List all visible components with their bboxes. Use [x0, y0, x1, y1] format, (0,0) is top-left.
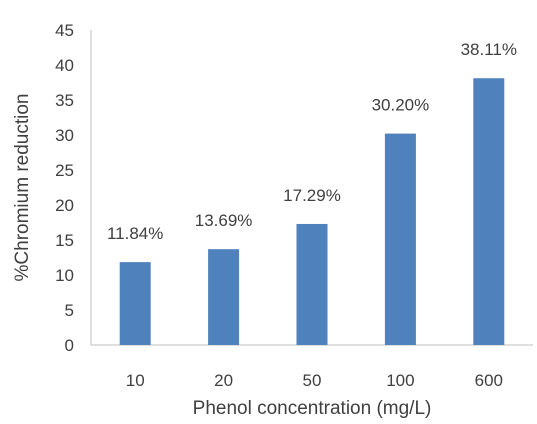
x-tick-label: 20 — [214, 371, 233, 390]
y-tick-label: 0 — [65, 336, 74, 355]
y-axis-ticks: 0 5 10 15 20 25 30 35 40 45 — [55, 21, 74, 355]
bar-20 — [208, 249, 240, 345]
y-axis-title: %Chromium reduction — [12, 94, 33, 282]
x-tick-label: 10 — [126, 371, 145, 390]
x-axis-ticks: 10 20 50 100 600 — [126, 371, 503, 390]
x-tick-label: 100 — [386, 371, 414, 390]
y-tick-label: 20 — [55, 196, 74, 215]
bar-600 — [473, 78, 505, 345]
x-tick-label: 600 — [475, 371, 503, 390]
y-tick-label: 5 — [65, 301, 74, 320]
y-tick-label: 45 — [55, 21, 74, 40]
y-tick-label: 35 — [55, 91, 74, 110]
bar-50 — [296, 223, 328, 345]
bar-100 — [384, 133, 416, 345]
data-labels: 11.84% 13.69% 17.29% 30.20% 38.11% — [107, 40, 517, 243]
y-tick-label: 25 — [55, 161, 74, 180]
bar-10 — [119, 262, 151, 345]
data-label: 30.20% — [372, 96, 430, 115]
bars — [119, 78, 505, 345]
y-tick-label: 10 — [55, 266, 74, 285]
y-tick-label: 30 — [55, 126, 74, 145]
data-label: 13.69% — [195, 211, 253, 230]
data-label: 11.84% — [107, 224, 163, 243]
x-tick-label: 50 — [303, 371, 322, 390]
x-axis-title: Phenol concentration (mg/L) — [193, 398, 432, 419]
data-label: 17.29% — [283, 186, 341, 205]
data-label: 38.11% — [461, 40, 517, 59]
y-tick-label: 15 — [55, 231, 74, 250]
y-tick-label: 40 — [55, 56, 74, 75]
